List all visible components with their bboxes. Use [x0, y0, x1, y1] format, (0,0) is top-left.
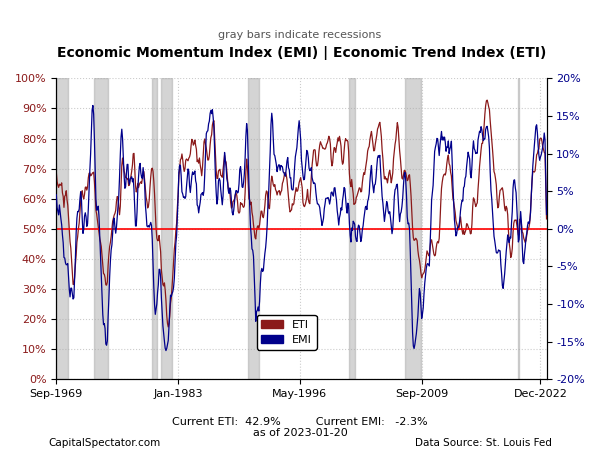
Bar [349, 78, 355, 379]
Bar [56, 78, 68, 379]
Bar [405, 78, 421, 379]
Text: gray bars indicate recessions: gray bars indicate recessions [218, 30, 382, 40]
Text: CapitalSpectator.com: CapitalSpectator.com [48, 437, 160, 447]
Bar [94, 78, 108, 379]
Legend: ETI, EMI: ETI, EMI [257, 315, 317, 350]
Bar [152, 78, 157, 379]
Bar [248, 78, 259, 379]
Text: as of 2023-01-20: as of 2023-01-20 [253, 428, 347, 438]
Bar [161, 78, 172, 379]
Text: Current ETI:  42.9%          Current EMI:   -2.3%: Current ETI: 42.9% Current EMI: -2.3% [172, 417, 428, 427]
Title: Economic Momentum Index (EMI) | Economic Trend Index (ETI): Economic Momentum Index (EMI) | Economic… [57, 46, 546, 60]
Bar [518, 78, 519, 379]
Text: Data Source: St. Louis Fed: Data Source: St. Louis Fed [415, 437, 552, 447]
